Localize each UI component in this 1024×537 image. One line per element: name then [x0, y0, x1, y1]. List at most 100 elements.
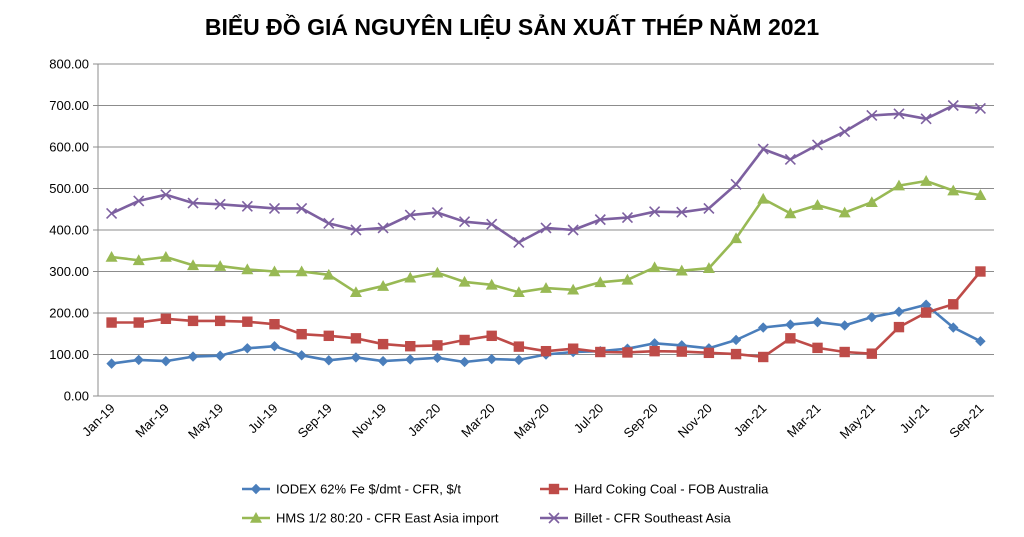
data-point-marker	[133, 354, 144, 366]
data-point-marker	[350, 352, 362, 363]
data-point-marker	[214, 315, 226, 327]
data-point-marker	[974, 102, 986, 114]
legend: IODEX 62% Fe $/dmt - CFR, $/t Hard Coking…	[242, 482, 769, 526]
y-axis-ticks: 0.00 100.00 200.00 300.00 400.00 500.00 600.00…	[49, 57, 89, 404]
data-point-marker	[540, 222, 552, 234]
data-point-marker	[676, 206, 688, 218]
data-point-marker	[133, 195, 145, 207]
data-point-marker	[839, 346, 850, 358]
data-point-marker	[567, 283, 580, 295]
y-tick-label: 700.00	[49, 98, 89, 113]
data-point-marker	[377, 355, 389, 367]
data-point-marker	[811, 199, 824, 210]
data-point-marker	[784, 153, 796, 166]
data-point-marker	[159, 250, 172, 262]
x-tick-label: Mar-19	[132, 401, 172, 441]
data-point-marker	[431, 266, 444, 278]
data-point-marker	[920, 307, 932, 318]
data-point-marker	[296, 350, 307, 361]
series-3	[105, 175, 987, 298]
y-tick-label: 500.00	[49, 181, 89, 196]
data-point-marker	[839, 320, 850, 331]
data-point-marker	[432, 352, 443, 364]
data-point-marker	[160, 355, 172, 367]
x-axis-ticks: Jan-19 Mar-19 May-19 Jul-19 Sep-19 Nov-19 Jan-…	[79, 401, 987, 442]
series-group	[105, 99, 987, 369]
y-tick-label: 100.00	[49, 347, 89, 362]
legend-item: Billet - CFR Southeast Asia	[540, 511, 732, 526]
y-tick-label: 600.00	[49, 140, 89, 155]
x-tick-label: Jan-19	[79, 401, 118, 440]
data-point-marker	[242, 343, 253, 354]
legend-item: Hard Coking Coal - FOB Australia	[540, 482, 769, 497]
data-point-marker	[676, 346, 687, 357]
data-point-marker	[784, 207, 797, 219]
data-point-marker	[866, 311, 878, 323]
data-point-marker	[703, 202, 715, 214]
data-point-marker	[703, 347, 715, 359]
data-point-marker	[268, 202, 281, 214]
data-point-marker	[214, 198, 226, 210]
data-point-marker	[920, 113, 932, 125]
data-point-marker	[106, 207, 118, 219]
series-2	[106, 266, 986, 363]
data-point-marker	[839, 126, 851, 138]
data-point-marker	[404, 209, 416, 221]
x-tick-label: Sep-19	[295, 401, 335, 441]
data-point-marker	[730, 334, 742, 346]
series-1	[106, 299, 986, 369]
x-tick-label: May-20	[511, 401, 552, 442]
data-point-marker	[323, 355, 334, 366]
data-point-marker	[187, 351, 199, 362]
data-point-marker	[404, 271, 417, 283]
data-point-marker	[812, 316, 823, 328]
y-tick-label: 400.00	[49, 223, 89, 238]
x-tick-label: Nov-20	[675, 401, 715, 441]
x-tick-label: Mar-20	[458, 401, 498, 441]
data-point-marker	[974, 189, 987, 200]
data-point-marker	[730, 348, 742, 360]
x-tick-label: Jan-20	[405, 401, 444, 440]
data-point-marker	[160, 313, 172, 325]
y-tick-label: 200.00	[49, 306, 89, 321]
data-point-marker	[730, 178, 742, 190]
data-point-marker	[323, 330, 334, 342]
legend-label: HMS 1/2 80:20 - CFR East Asia import	[276, 511, 499, 526]
data-point-marker	[548, 483, 560, 495]
data-point-marker	[548, 512, 560, 524]
data-point-marker	[377, 280, 390, 291]
data-point-marker	[621, 211, 634, 224]
data-point-marker	[214, 350, 226, 361]
x-tick-label: Sep-21	[946, 401, 986, 441]
data-point-marker	[702, 262, 715, 273]
data-point-marker	[486, 218, 498, 230]
data-point-marker	[594, 214, 606, 226]
x-tick-label: May-21	[837, 401, 878, 442]
data-point-marker	[893, 321, 905, 333]
data-point-marker	[432, 340, 443, 351]
legend-item: HMS 1/2 80:20 - CFR East Asia import	[242, 511, 499, 526]
data-point-marker	[377, 222, 389, 234]
x-tick-label: Mar-21	[784, 401, 824, 441]
data-point-marker	[785, 319, 796, 330]
data-point-marker	[920, 299, 932, 310]
data-point-marker	[187, 197, 199, 209]
data-point-marker	[621, 273, 634, 285]
data-point-marker	[250, 483, 262, 495]
data-point-marker	[649, 338, 660, 349]
data-point-marker	[893, 306, 905, 317]
data-point-marker	[458, 275, 471, 287]
x-tick-label: Jul-20	[571, 401, 607, 437]
data-point-marker	[866, 348, 878, 359]
data-point-marker	[758, 351, 769, 363]
data-point-marker	[540, 282, 552, 293]
data-point-marker	[322, 268, 335, 280]
data-point-marker	[812, 342, 823, 354]
chart-title: BIỂU ĐỒ GIÁ NGUYÊN LIỆU SẢN XUẤT THÉP NĂ…	[205, 12, 819, 40]
data-point-marker	[649, 345, 660, 357]
data-point-marker	[431, 207, 443, 219]
x-tick-label: Jul-19	[245, 401, 281, 437]
data-point-marker	[947, 184, 960, 196]
data-point-marker	[187, 259, 200, 271]
x-tick-label: Sep-20	[620, 401, 660, 441]
